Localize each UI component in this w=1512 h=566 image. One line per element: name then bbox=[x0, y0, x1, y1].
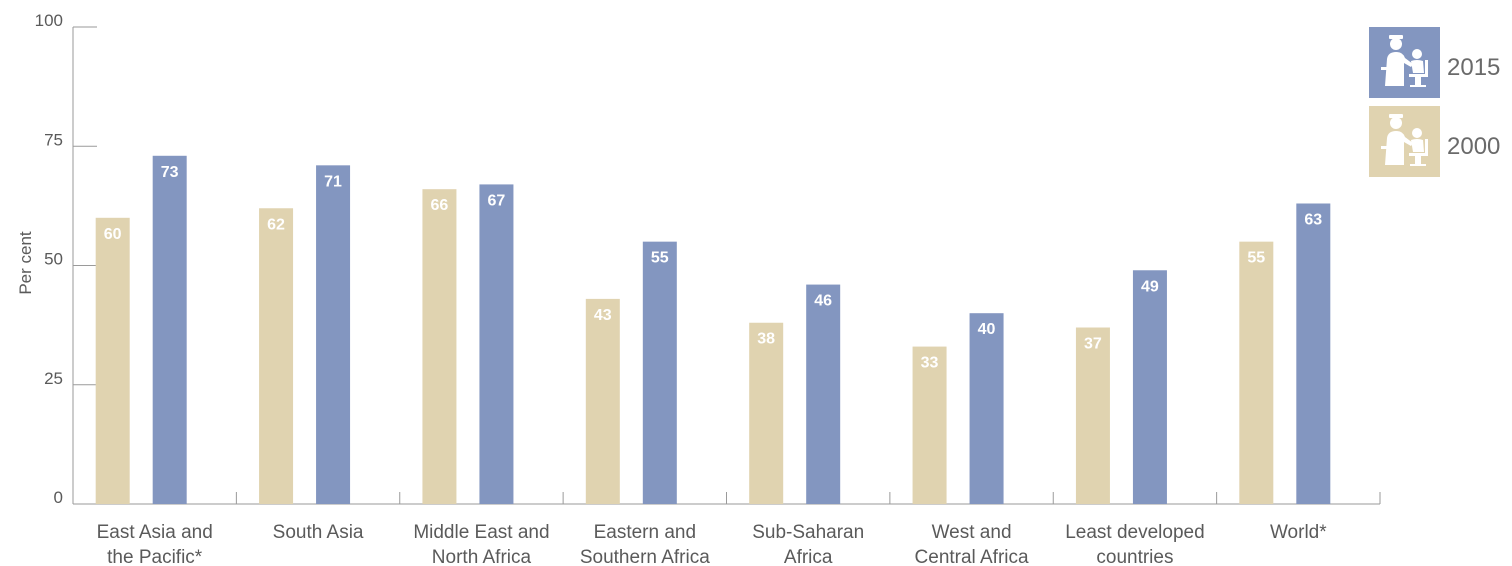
bar-value-label: 71 bbox=[324, 173, 342, 190]
bar-value-label: 43 bbox=[594, 307, 612, 324]
bar-value-label: 60 bbox=[104, 226, 122, 243]
category-labels: East Asia and the Pacific* South Asia Middl… bbox=[97, 522, 1328, 566]
bar-2000 bbox=[1239, 241, 1274, 504]
y-tick-label: 100 bbox=[35, 11, 63, 30]
y-tick-label: 25 bbox=[44, 369, 63, 388]
category-label: World* bbox=[1270, 522, 1327, 543]
bar-2015 bbox=[479, 184, 514, 504]
bar-2000 bbox=[749, 322, 784, 504]
bar-value-label: 33 bbox=[921, 355, 939, 372]
bar-2015 bbox=[316, 165, 351, 504]
legend-label: 2000 bbox=[1447, 133, 1500, 160]
bar-2000 bbox=[1075, 327, 1110, 504]
health-worker-child-icon bbox=[1381, 35, 1428, 87]
bar-value-label: 63 bbox=[1304, 211, 1322, 228]
bar-value-label: 62 bbox=[267, 216, 285, 233]
bar-value-label: 49 bbox=[1141, 278, 1159, 295]
bar-2015 bbox=[642, 241, 677, 504]
bar-2015 bbox=[969, 313, 1004, 504]
legend: 2015 2000 bbox=[1369, 27, 1500, 177]
y-axis-title: Per cent bbox=[16, 231, 35, 295]
y-axis: 0 25 50 75 100 bbox=[35, 11, 97, 507]
bar-value-label: 38 bbox=[757, 331, 775, 348]
category-label: West and Central Africa bbox=[915, 522, 1029, 566]
bar-2000 bbox=[259, 208, 294, 504]
bar-value-label: 40 bbox=[978, 321, 996, 338]
bar-value-label: 67 bbox=[488, 192, 506, 209]
legend-label: 2015 bbox=[1447, 54, 1500, 81]
bar-2015 bbox=[806, 284, 841, 504]
bar-value-label: 55 bbox=[651, 250, 669, 267]
category-label: Sub-Saharan Africa bbox=[752, 522, 864, 566]
bar-2015 bbox=[152, 155, 187, 505]
bar-2000 bbox=[912, 346, 947, 504]
category-label: Least developed countries bbox=[1065, 522, 1204, 566]
bar-2000 bbox=[422, 189, 457, 504]
category-label: Eastern and Southern Africa bbox=[580, 522, 710, 566]
bars: 60 62 66 43 38 33 37 55 73 71 67 55 46 40 49 63 bbox=[95, 155, 1331, 505]
bar-value-label: 66 bbox=[431, 197, 449, 214]
bar-value-label: 55 bbox=[1247, 250, 1265, 267]
category-label: South Asia bbox=[273, 522, 364, 543]
y-tick-label: 0 bbox=[54, 488, 63, 507]
bar-value-label: 46 bbox=[814, 293, 832, 310]
bar-value-label: 37 bbox=[1084, 336, 1102, 353]
health-worker-child-icon bbox=[1381, 114, 1428, 166]
bar-2000 bbox=[95, 217, 130, 505]
bar-2015 bbox=[1296, 203, 1331, 505]
bar-2000 bbox=[585, 298, 620, 504]
y-tick-label: 50 bbox=[44, 250, 63, 269]
category-label: Middle East and North Africa bbox=[413, 522, 549, 566]
legend-item-2015: 2015 bbox=[1369, 27, 1500, 98]
legend-item-2000: 2000 bbox=[1369, 106, 1500, 177]
bar-value-label: 73 bbox=[161, 164, 179, 181]
category-label: East Asia and the Pacific* bbox=[97, 522, 213, 566]
y-tick-label: 75 bbox=[44, 130, 63, 149]
bar-2015 bbox=[1132, 270, 1167, 504]
